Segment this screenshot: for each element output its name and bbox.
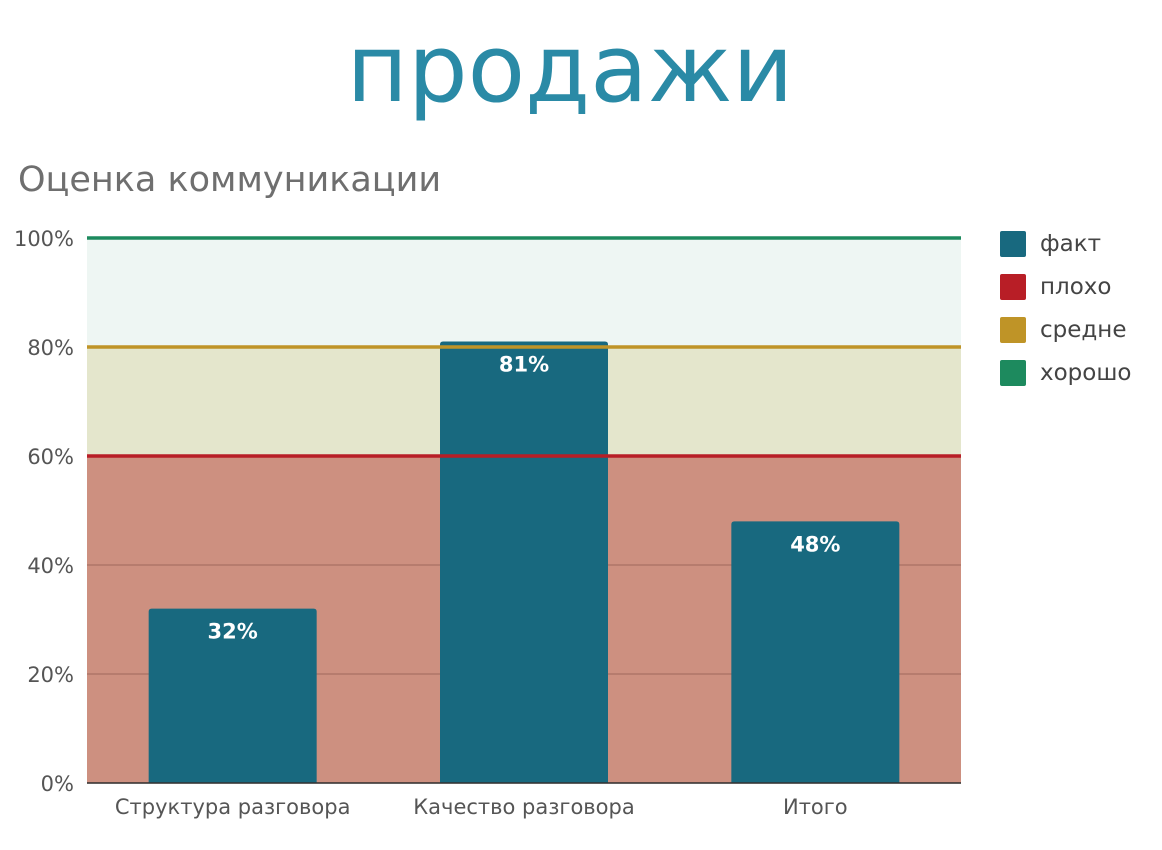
legend-item-good[interactable]: хорошо [1000, 351, 1131, 394]
legend-item-fact[interactable]: факт [1000, 222, 1131, 265]
legend-swatch-bad [1000, 273, 1026, 300]
bar [731, 521, 900, 783]
y-tick-label: 20% [27, 663, 74, 687]
legend-label-bad: плохо [1040, 273, 1112, 300]
x-tick-label: Структура разговора [115, 795, 351, 819]
x-tick-label: Итого [783, 795, 848, 819]
y-tick-label: 100% [14, 227, 74, 251]
y-tick-label: 0% [41, 772, 74, 796]
bar [148, 608, 317, 783]
legend-swatch-good [1000, 359, 1026, 386]
band-2 [87, 238, 961, 347]
legend-item-bad[interactable]: плохо [1000, 265, 1131, 308]
legend-item-medium[interactable]: средне [1000, 308, 1131, 351]
data-label: 32% [208, 620, 258, 644]
y-tick-label: 80% [27, 336, 74, 360]
legend-label-good: хорошо [1040, 359, 1132, 386]
y-tick-label: 40% [27, 554, 74, 578]
x-tick-label: Качество разговора [413, 795, 634, 819]
legend: факт плохо средне хорошо [1000, 222, 1131, 394]
legend-swatch-medium [1000, 316, 1026, 343]
page-title: продажи [346, 15, 794, 124]
legend-swatch-fact [1000, 230, 1026, 257]
legend-label-fact: факт [1040, 230, 1102, 257]
y-tick-label: 60% [27, 445, 74, 469]
data-label: 81% [499, 353, 549, 377]
legend-label-medium: средне [1040, 316, 1127, 343]
chart-title: Оценка коммуникации [18, 160, 442, 200]
bar [440, 341, 608, 783]
data-label: 48% [790, 532, 840, 556]
